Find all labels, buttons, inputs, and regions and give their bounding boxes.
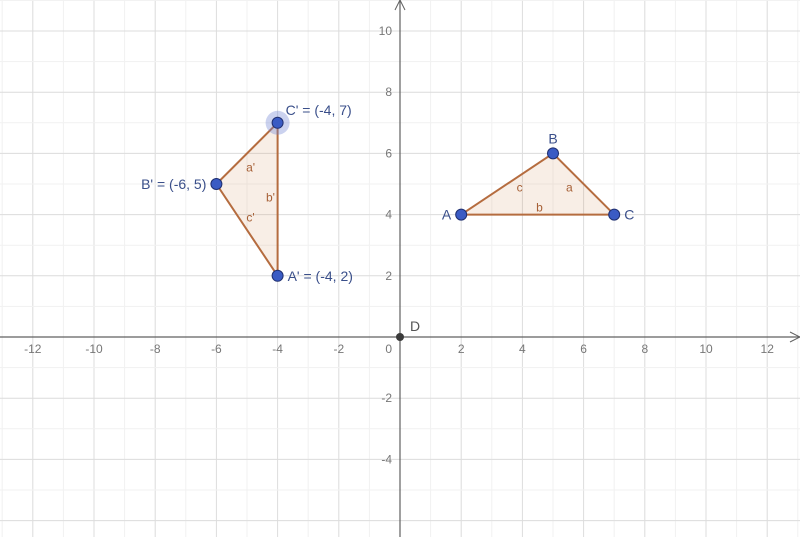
label-Bprime: B' = (-6, 5) — [141, 176, 206, 192]
vertex-right-A[interactable] — [456, 209, 467, 220]
svg-text:8: 8 — [641, 342, 648, 356]
vertex-left-B[interactable] — [211, 179, 222, 190]
svg-text:-12: -12 — [24, 342, 42, 356]
svg-text:-2: -2 — [333, 342, 344, 356]
svg-text:4: 4 — [519, 342, 526, 356]
label-B: B — [548, 130, 557, 146]
svg-text:-6: -6 — [211, 342, 222, 356]
edge-label: a — [566, 181, 573, 195]
edge-label: c — [517, 181, 523, 195]
edge-label: c' — [246, 210, 254, 224]
svg-text:6: 6 — [580, 342, 587, 356]
label-Aprime: A' = (-4, 2) — [288, 268, 353, 284]
edge-label: b — [536, 200, 543, 214]
vertex-right-B[interactable] — [548, 148, 559, 159]
vertex-left-C[interactable] — [272, 117, 283, 128]
label-A: A — [442, 207, 452, 223]
svg-text:10: 10 — [379, 24, 393, 38]
svg-text:4: 4 — [385, 208, 392, 222]
svg-text:-4: -4 — [272, 342, 283, 356]
svg-text:-10: -10 — [85, 342, 103, 356]
svg-text:-2: -2 — [381, 391, 392, 405]
edge-label: a' — [246, 161, 255, 175]
svg-text:12: 12 — [761, 342, 775, 356]
svg-text:-8: -8 — [150, 342, 161, 356]
svg-text:10: 10 — [699, 342, 713, 356]
origin-point-D[interactable] — [396, 333, 404, 341]
svg-text:2: 2 — [385, 269, 392, 283]
svg-text:8: 8 — [385, 85, 392, 99]
label-D: D — [410, 318, 420, 334]
vertex-left-A[interactable] — [272, 270, 283, 281]
vertex-right-C[interactable] — [609, 209, 620, 220]
svg-text:2: 2 — [458, 342, 465, 356]
svg-text:6: 6 — [385, 146, 392, 160]
svg-text:0: 0 — [385, 342, 392, 356]
svg-text:-4: -4 — [381, 452, 392, 466]
label-Cprime: C' = (-4, 7) — [286, 102, 352, 118]
label-C: C — [624, 207, 634, 223]
edge-label: b' — [266, 191, 275, 205]
coordinate-plot: -12-10-8-6-4-224681012-4-22468100 ABCabc… — [0, 0, 800, 537]
